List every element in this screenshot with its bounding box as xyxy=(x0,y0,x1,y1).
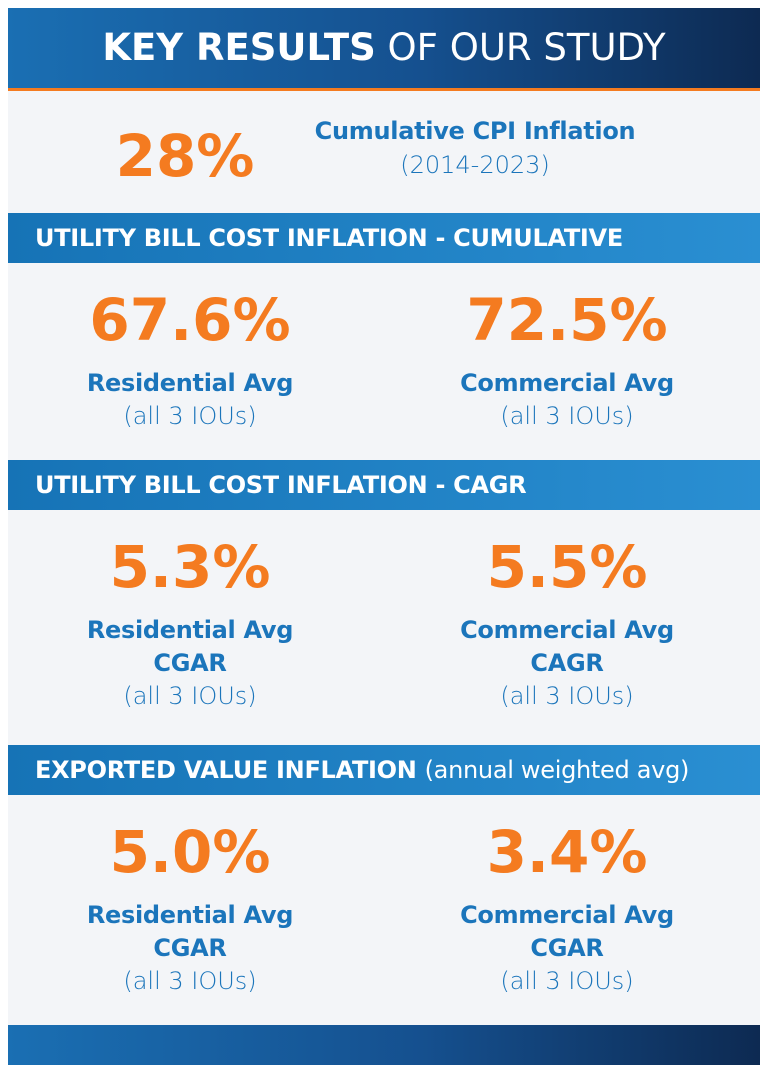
divider xyxy=(8,88,760,91)
section-band xyxy=(8,745,760,795)
stat-label: Commercial Avg xyxy=(460,901,674,929)
heading-note: (annual weighted avg) xyxy=(424,756,690,784)
stat-label: Residential Avg xyxy=(86,616,294,644)
section-band xyxy=(8,460,760,510)
title: KEY RESULTS OF OUR STUDY xyxy=(8,8,760,88)
heading-text: EXPORTED VALUE INFLATION xyxy=(35,756,417,784)
stat-note: (all 3 IOUs) xyxy=(123,682,257,710)
cpi-period: (2014-2023) xyxy=(400,151,550,179)
title-bold: KEY RESULTS xyxy=(102,26,376,69)
stat-value: 67.6% xyxy=(89,286,291,354)
stat-note: (all 3 IOUs) xyxy=(500,402,634,430)
stat-value: 5.3% xyxy=(109,533,271,601)
heading-text: UTILITY BILL COST INFLATION - CAGR xyxy=(35,471,527,499)
footer-bar xyxy=(8,1025,760,1065)
stat-label: Residential Avg xyxy=(86,901,294,929)
stat-value: 3.4% xyxy=(486,818,648,886)
section-heading: UTILITY BILL COST INFLATION - CAGR xyxy=(35,460,527,510)
infographic: KEY RESULTS OF OUR STUDY 28% Cumulative … xyxy=(8,8,760,1065)
section-heading: EXPORTED VALUE INFLATION (annual weighte… xyxy=(35,745,689,795)
stat-value: 72.5% xyxy=(466,286,668,354)
stat-value: 5.5% xyxy=(486,533,648,601)
stat-value: 5.0% xyxy=(109,818,271,886)
stat-note: (all 3 IOUs) xyxy=(123,402,257,430)
header-bar xyxy=(8,8,760,88)
stat-label: CGAR xyxy=(153,934,227,962)
cpi-value: 28% xyxy=(115,122,255,190)
stat-label: Residential Avg xyxy=(86,369,294,397)
stat-label: CAGR xyxy=(530,649,604,677)
stat-label: Commercial Avg xyxy=(460,369,674,397)
cpi-label: Cumulative CPI Inflation xyxy=(314,117,636,145)
stat-note: (all 3 IOUs) xyxy=(123,967,257,995)
stat-label: Commercial Avg xyxy=(460,616,674,644)
stat-label: CGAR xyxy=(530,934,604,962)
heading-text: UTILITY BILL COST INFLATION - CUMULATIVE xyxy=(35,224,623,252)
stat-note: (all 3 IOUs) xyxy=(500,967,634,995)
stat-note: (all 3 IOUs) xyxy=(500,682,634,710)
section-band xyxy=(8,213,760,263)
section-heading: UTILITY BILL COST INFLATION - CUMULATIVE xyxy=(35,213,623,263)
title-rest: OF OUR STUDY xyxy=(387,26,666,69)
stat-label: CGAR xyxy=(153,649,227,677)
